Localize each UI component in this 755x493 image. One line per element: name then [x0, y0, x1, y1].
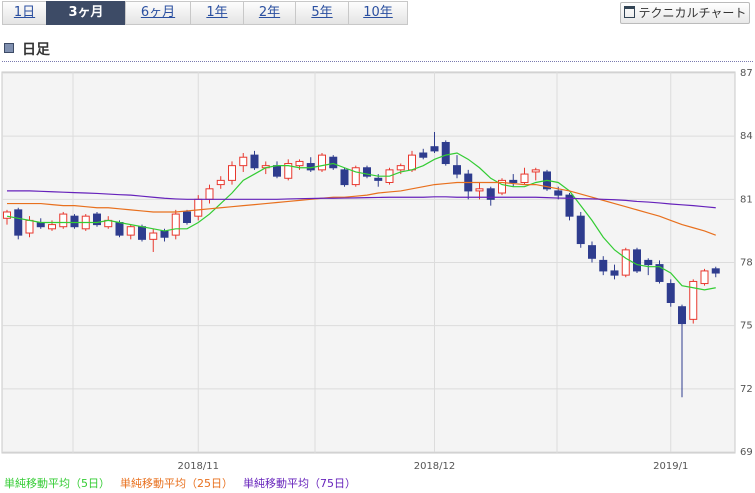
candle-body — [183, 211, 191, 223]
divider — [2, 61, 753, 62]
candle-body — [678, 306, 686, 325]
moving-average-line — [6, 152, 716, 291]
candle-body — [216, 179, 225, 186]
y-tick-label: 75 — [740, 321, 753, 332]
candle-body — [644, 259, 653, 266]
candle-body — [93, 213, 101, 226]
candle-body — [666, 283, 675, 304]
candle-body — [59, 213, 68, 228]
technical-chart-button[interactable]: テクニカルチャート — [620, 2, 750, 24]
candle-body — [689, 280, 698, 320]
y-tick-label: 87 — [740, 68, 753, 79]
x-tick-label: 2018/12 — [414, 461, 456, 472]
legend-entry: 単純移動平均（25日） — [120, 476, 233, 490]
range-tab[interactable]: 10年 — [348, 1, 408, 25]
candle-body — [554, 190, 563, 196]
candle-body — [126, 226, 135, 236]
candle-body — [599, 259, 608, 272]
candle-body — [205, 188, 214, 200]
candle-body — [453, 165, 461, 175]
candle-body — [430, 146, 439, 152]
candle-body — [70, 215, 79, 228]
candle-body — [48, 224, 56, 230]
candle-body — [576, 215, 585, 245]
y-tick-label: 72 — [740, 384, 753, 395]
candle-body — [475, 188, 484, 192]
candle-body — [228, 165, 236, 181]
candle-body — [700, 270, 709, 285]
candle-body — [498, 179, 506, 194]
candle-body — [318, 154, 326, 171]
button-label: テクニカルチャート — [638, 6, 747, 20]
candle-body — [633, 249, 641, 272]
candle-body — [419, 152, 428, 158]
candle-body — [509, 179, 518, 183]
range-tab[interactable]: 6ヶ月 — [125, 1, 191, 25]
range-tab[interactable]: 2年 — [243, 1, 296, 25]
moving-average-line — [7, 190, 716, 209]
candle-body — [363, 167, 371, 177]
range-tab[interactable]: 5年 — [295, 1, 349, 25]
y-tick-label: 84 — [740, 131, 753, 142]
candle-body — [149, 232, 158, 240]
candle-body — [25, 219, 34, 234]
legend-entry: 単純移動平均（75日） — [243, 476, 356, 490]
candle-body — [115, 221, 124, 236]
range-tabs: 1日 3ヶ月 6ヶ月 1年 2年 5年 10年 — [2, 1, 408, 25]
candle-body — [486, 188, 495, 200]
candle-body — [340, 169, 349, 186]
candle-body — [295, 160, 304, 167]
candle-body — [441, 141, 450, 165]
candle-body — [171, 213, 180, 236]
candle-body — [160, 230, 169, 238]
candle-body — [610, 270, 619, 276]
range-tab[interactable]: 1日 — [2, 1, 47, 25]
candle-body — [531, 169, 540, 173]
y-tick-label: 69 — [740, 447, 753, 458]
range-tab[interactable]: 3ヶ月 — [46, 1, 126, 25]
candle-body — [374, 177, 383, 181]
x-tick-label: 2018/11 — [177, 461, 219, 472]
candle-body — [396, 165, 405, 171]
candle-body — [273, 165, 281, 177]
section-heading: 日足 — [4, 39, 50, 59]
candle-body — [621, 249, 630, 276]
x-tick-label: 2019/1 — [653, 461, 688, 472]
candle-body — [520, 173, 529, 183]
candle-body — [565, 194, 574, 217]
candle-body — [351, 167, 360, 186]
y-tick-label: 78 — [740, 258, 753, 269]
candle-body — [711, 268, 720, 274]
candle-body — [655, 264, 664, 282]
range-tab[interactable]: 1年 — [190, 1, 244, 25]
candle-body — [250, 154, 259, 169]
candle-body — [284, 163, 293, 179]
candle-body — [14, 209, 23, 236]
candle-body — [36, 221, 45, 228]
candle-body — [3, 211, 11, 219]
candle-body — [408, 154, 416, 171]
candle-body — [329, 156, 338, 169]
legend: 単純移動平均（5日） 単純移動平均（25日） 単純移動平均（75日） — [4, 476, 356, 490]
y-tick-label: 81 — [740, 194, 753, 205]
candle-body — [588, 245, 596, 259]
candle-body — [239, 156, 248, 167]
candle-body — [138, 226, 146, 240]
candle-body — [194, 198, 203, 217]
heading-text: 日足 — [22, 42, 50, 58]
legend-entry: 単純移動平均（5日） — [4, 476, 110, 490]
